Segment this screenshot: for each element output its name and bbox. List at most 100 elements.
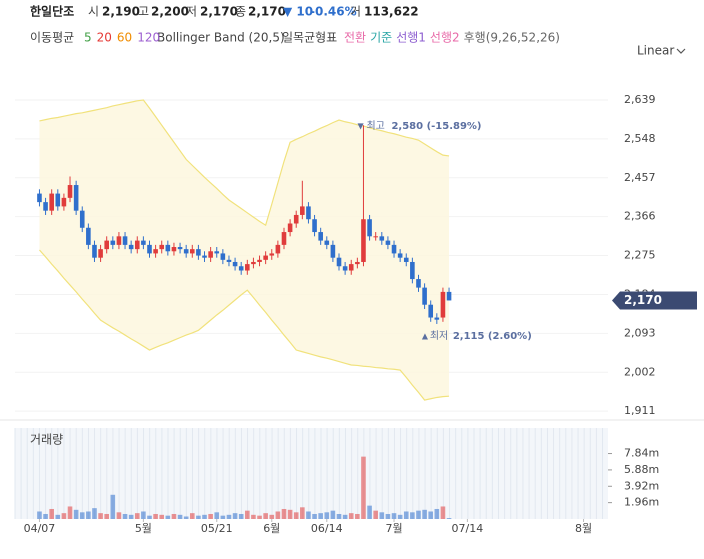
candle-body	[312, 219, 317, 233]
volume-bar	[128, 514, 134, 519]
volume-bar	[385, 513, 391, 519]
volume-bar	[306, 511, 311, 519]
indicator-bar: 이동평균 Bollinger Band (20,5) 일목균형표 Linear	[30, 31, 686, 58]
volume-bar	[348, 513, 354, 519]
candle-body	[49, 193, 54, 211]
candle-body	[208, 251, 213, 258]
volume-bar	[330, 510, 336, 519]
candle-body	[61, 197, 67, 207]
volume-bar	[440, 506, 446, 519]
volume-bar	[403, 511, 409, 519]
volume-bar	[245, 510, 250, 519]
candle-body	[287, 223, 293, 233]
ma-label[interactable]: 이동평균	[30, 31, 74, 45]
candle-body	[116, 236, 122, 245]
x-tick-label: 5월	[135, 522, 152, 535]
ma-period: 20	[97, 31, 112, 45]
volume-bar	[397, 514, 403, 519]
change: ▼ 10	[283, 5, 313, 19]
candle-body	[104, 240, 110, 250]
volume-bar	[428, 511, 434, 519]
ichimoku-part: 후행(9,26,52,26)	[464, 30, 560, 45]
x-tick-label: 7월	[385, 522, 402, 535]
volume-tick-label: 1.96m	[624, 496, 659, 509]
volume-bar	[55, 514, 61, 519]
y-tick-label: 2,457	[624, 171, 656, 184]
candle-body	[128, 244, 134, 250]
candle-body	[379, 236, 385, 241]
close-label: 종	[235, 5, 246, 19]
volume-bar	[226, 514, 232, 519]
volume-bar	[67, 506, 73, 519]
candle-body	[122, 236, 128, 245]
x-tick-label: 8월	[575, 522, 592, 535]
volume-bar	[61, 513, 67, 519]
candle-body	[263, 255, 268, 260]
candle-body	[416, 279, 421, 288]
high-annotation-arrow: ▼	[357, 122, 364, 131]
candle-body	[251, 261, 256, 265]
volume-bar	[79, 512, 85, 519]
volume-bar	[355, 513, 360, 519]
candle-body	[410, 261, 415, 280]
volume-bar	[342, 514, 348, 519]
volume-bar	[232, 513, 238, 519]
candle-body	[189, 249, 195, 254]
candle-body	[171, 247, 177, 252]
volume-bar	[73, 509, 79, 519]
volume-bar	[446, 518, 452, 519]
volume-bar	[287, 509, 293, 519]
low-label: 저	[186, 5, 197, 19]
volume-bar	[189, 513, 195, 519]
volume-bar	[379, 512, 385, 519]
volume-bar	[251, 514, 256, 519]
candle-body	[300, 206, 305, 215]
volume-bar	[165, 515, 171, 519]
ichimoku-part: 전환	[344, 31, 366, 45]
candle-body	[177, 247, 183, 250]
low-annotation-text: 2,115 (2.60%)	[453, 331, 532, 342]
y-tick-label: 2,093	[624, 326, 656, 339]
open-label: 시	[88, 5, 99, 19]
x-tick-label: 04/07	[24, 522, 56, 535]
candle-body	[391, 244, 397, 254]
candle-body	[238, 266, 244, 271]
candle-body	[385, 240, 391, 245]
close-value: 2,170	[248, 5, 286, 19]
volume-bar	[171, 513, 177, 519]
volume-bar	[422, 509, 427, 519]
candle-body	[245, 264, 250, 271]
volume-bar	[238, 513, 244, 519]
bollinger-line	[39, 99, 450, 227]
volume-bar	[220, 515, 226, 519]
candle-body	[293, 214, 299, 224]
volume-bar	[367, 505, 372, 519]
low-value: 2,170	[200, 5, 238, 19]
volume-bar	[318, 513, 323, 519]
y-tick-label: 2,002	[624, 365, 656, 378]
volume-tick-label: 5.88m	[624, 463, 659, 476]
candle-body	[37, 193, 42, 203]
candle-body	[159, 244, 165, 250]
candle-body	[202, 255, 207, 258]
candle-body	[232, 261, 238, 267]
scale-toggle[interactable]: Linear	[637, 44, 674, 58]
volume-bar	[361, 456, 366, 519]
chevron	[676, 48, 686, 54]
candle-body	[281, 232, 287, 245]
candle-body	[220, 253, 226, 260]
low-annotation-label: 최저	[430, 330, 448, 342]
volume-bar	[293, 512, 299, 519]
open-value: 2,190	[102, 5, 140, 19]
volume-bar	[49, 508, 54, 519]
candle-body	[214, 251, 220, 254]
bollinger-label[interactable]: Bollinger Band (20,5)	[157, 31, 285, 45]
volume-bar	[147, 515, 152, 519]
ichimoku-label[interactable]: 일목균형표	[282, 31, 337, 45]
volume-title: 거래량	[30, 433, 63, 447]
bollinger-fill	[39, 99, 450, 401]
volume-bar	[141, 511, 146, 519]
candle-body	[73, 185, 79, 211]
candle-body	[86, 227, 91, 245]
volume-bar	[263, 513, 268, 519]
